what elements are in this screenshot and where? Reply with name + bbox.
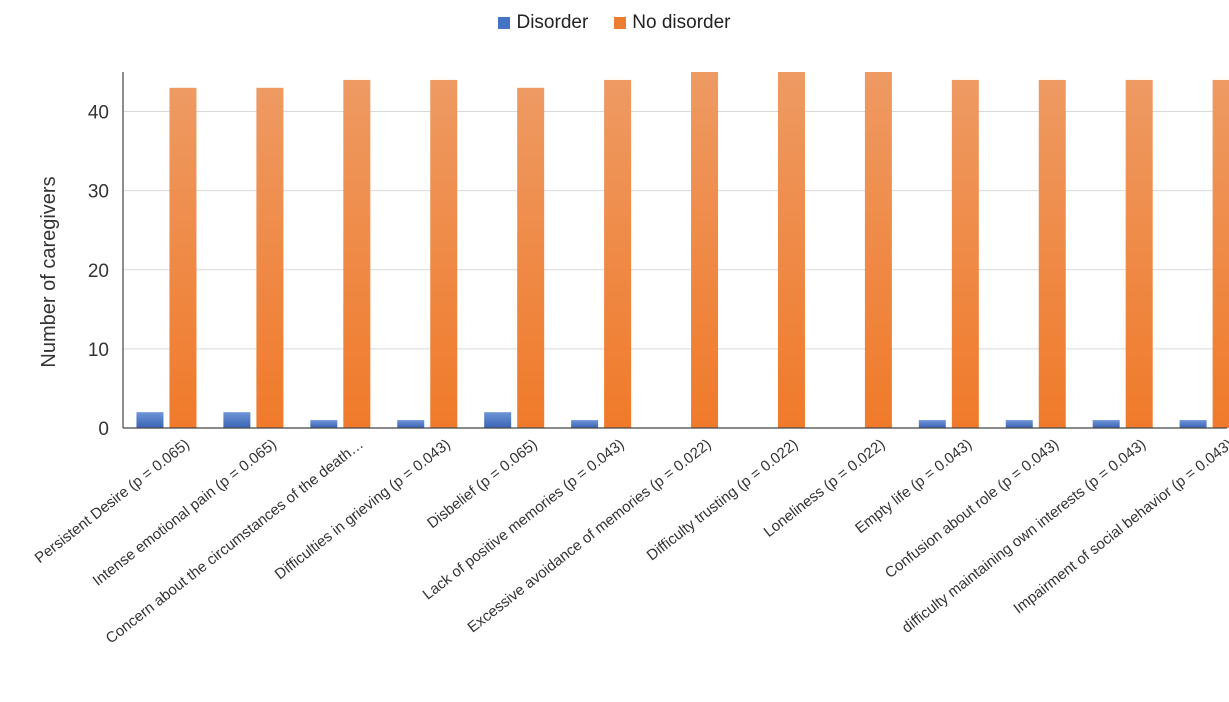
category-label: Persistent Desire (p = 0.065) xyxy=(32,436,193,567)
legend: Disorder No disorder xyxy=(0,12,1229,34)
bar-disorder xyxy=(918,420,946,428)
bar-no-disorder xyxy=(256,87,284,429)
bar-disorder xyxy=(136,412,164,428)
y-tick-label: 20 xyxy=(88,261,109,282)
y-tick-label: 40 xyxy=(88,103,109,124)
legend-swatch-no-disorder xyxy=(614,17,627,29)
category-label: Intense emotional pain (p = 0.065) xyxy=(90,436,280,590)
bar-disorder xyxy=(1005,420,1033,428)
y-tick-label: 0 xyxy=(98,419,109,440)
legend-item-no-disorder: No disorder xyxy=(614,12,731,34)
bar-no-disorder xyxy=(169,87,197,429)
y-tick-label: 10 xyxy=(88,340,109,361)
bar-no-disorder xyxy=(1212,79,1229,429)
category-label: Confusion about role (p = 0.043) xyxy=(882,436,1062,582)
bar-no-disorder xyxy=(1038,79,1066,429)
bar-disorder xyxy=(1092,420,1120,428)
category-labels: Persistent Desire (p = 0.065)Intense emo… xyxy=(32,436,1229,648)
bar-no-disorder xyxy=(430,79,458,429)
bar-no-disorder xyxy=(691,72,719,428)
bar-disorder xyxy=(1179,420,1207,428)
axes xyxy=(122,72,1227,429)
legend-label-disorder: Disorder xyxy=(516,12,589,33)
bar-disorder xyxy=(397,420,425,428)
bar-no-disorder xyxy=(1125,79,1153,429)
legend-label-no-disorder: No disorder xyxy=(632,12,731,33)
bar-no-disorder xyxy=(517,87,545,429)
y-tick-label: 30 xyxy=(88,182,109,203)
bar-disorder xyxy=(223,412,251,428)
bar-no-disorder xyxy=(951,79,979,429)
bar-no-disorder xyxy=(864,72,892,428)
bar-no-disorder xyxy=(777,72,805,428)
bars xyxy=(136,72,1229,429)
legend-swatch-disorder xyxy=(498,17,511,29)
y-tick-labels: 0 10 20 30 40 xyxy=(88,103,109,440)
bar-no-disorder xyxy=(604,79,632,429)
category-label: Difficulty trusting (p = 0.022) xyxy=(644,436,802,564)
category-label: Difficulties in grieving (p = 0.043) xyxy=(272,436,454,583)
y-axis-title: Number of caregivers xyxy=(38,176,60,367)
bar-disorder xyxy=(484,412,512,428)
bar-disorder xyxy=(571,420,599,428)
bar-disorder xyxy=(310,420,338,428)
legend-item-disorder: Disorder xyxy=(498,12,588,34)
bar-no-disorder xyxy=(343,79,371,429)
